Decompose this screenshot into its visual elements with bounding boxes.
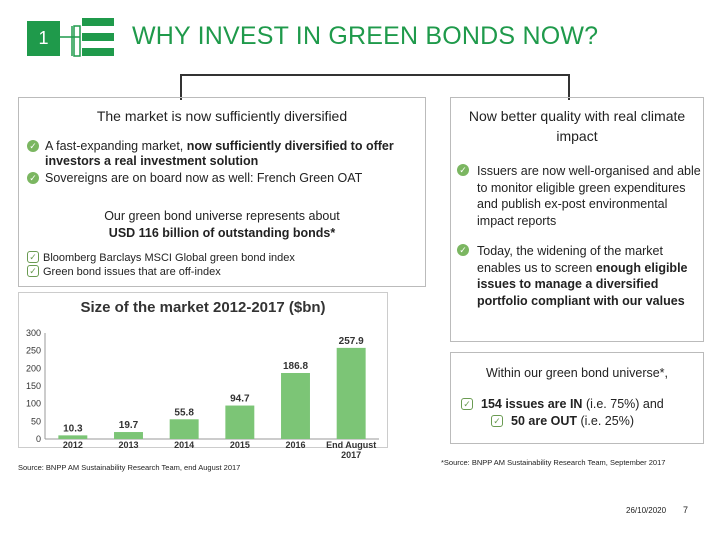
universe-item-rest: (i.e. 75%) and [582, 397, 664, 411]
bar [58, 435, 88, 439]
list-item: ✓ Sovereigns are on board now as well: F… [27, 171, 417, 186]
x-tick-label: 2014 [174, 440, 194, 450]
data-label: 186.8 [283, 361, 308, 372]
check-icon: ✓ [461, 398, 473, 410]
y-tick-label: 50 [31, 416, 41, 426]
x-tick-label: 2013 [118, 440, 138, 450]
check-icon: ✓ [491, 415, 503, 427]
list-item: ✓ 50 are OUT (i.e. 25%) [489, 413, 694, 430]
x-tick-label: 2015 [230, 440, 250, 450]
diversified-bullets: ✓ A fast-expanding market, now sufficien… [27, 139, 417, 188]
list-item: ✓ 154 issues are IN (i.e. 75%) and [459, 396, 664, 413]
universe-item-bold: 50 are OUT [511, 414, 578, 428]
universe-source: *Source: BNPP AM Sustainability Research… [441, 458, 666, 467]
bar [225, 405, 255, 439]
universe-intro: Within our green bond universe*, [485, 366, 669, 380]
index-item-label: Bloomberg Barclays MSCI Global green bon… [43, 252, 295, 264]
page-number: 7 [683, 505, 689, 515]
bullet-text: Sovereigns are on board now as well: Fre… [45, 171, 363, 185]
universe-list: ✓ 154 issues are IN (i.e. 75%) and ✓ 50 ar… [459, 396, 664, 430]
footer-date: 26/10/2020 [626, 506, 667, 515]
globe-bullet-icon: ✓ [457, 164, 469, 176]
data-label: 19.7 [119, 420, 139, 431]
universe-line-1: Our green bond universe represents about [104, 209, 340, 223]
bar [281, 372, 310, 439]
data-label: 257.9 [339, 336, 364, 347]
market-size-chart: Size of the market 2012-2017 ($bn) 0 50 10… [18, 292, 388, 460]
y-tick-label: 300 [26, 328, 41, 338]
universe-size-text: Our green bond universe represents about… [19, 208, 425, 242]
index-item-label: Green bond issues that are off-index [43, 266, 221, 278]
y-tick-label: 250 [26, 346, 41, 356]
universe-item-rest: (i.e. 25%) [577, 414, 634, 428]
index-list: ✓ Bloomberg Barclays MSCI Global green bo… [27, 251, 295, 279]
globe-bullet-icon: ✓ [457, 244, 469, 256]
y-tick-label: 0 [36, 434, 41, 444]
y-tick-label: 150 [26, 381, 41, 391]
quality-bullets: ✓ Issuers are now well-organised and abl… [455, 163, 701, 323]
list-item: ✓ A fast-expanding market, now sufficien… [27, 139, 417, 169]
universe-box: Within our green bond universe*, ✓ 154 is… [450, 352, 704, 444]
diversified-panel: The market is now sufficiently diversifi… [18, 97, 426, 287]
x-tick-label: 2012 [63, 440, 83, 450]
list-item: ✓ Issuers are now well-organised and abl… [455, 163, 701, 229]
bar [114, 432, 143, 439]
universe-item-bold: 154 issues are IN [481, 397, 583, 411]
x-tick-label: End August [326, 440, 376, 450]
bar [336, 347, 366, 439]
check-icon: ✓ [27, 265, 39, 277]
logo-icon [60, 18, 114, 57]
bullet-text: A fast-expanding market, [45, 139, 187, 153]
bar [169, 419, 199, 439]
globe-bullet-icon: ✓ [27, 140, 39, 152]
y-tick-label: 200 [26, 363, 41, 373]
slide-number-badge: 1 [27, 21, 60, 56]
globe-bullet-icon: ✓ [27, 172, 39, 184]
x-tick-label: 2016 [285, 440, 305, 450]
data-label: 55.8 [174, 407, 194, 418]
list-item: ✓ Green bond issues that are off-index [27, 265, 295, 279]
list-item: ✓ Bloomberg Barclays MSCI Global green bo… [27, 251, 295, 265]
diversified-heading: The market is now sufficiently diversifi… [96, 108, 348, 124]
chart-source: Source: BNPP AM Sustainability Research … [18, 463, 241, 472]
list-item: ✓ Today, the widening of the market enab… [455, 243, 701, 309]
x-tick-label: 2017 [341, 450, 361, 460]
bullet-text: Today, the widening of the market enable… [477, 244, 663, 275]
chart-title: Size of the market 2012-2017 ($bn) [80, 299, 326, 316]
quality-panel: Now better quality with real climate imp… [450, 97, 704, 342]
page-title: WHY INVEST IN GREEN BONDS NOW? [132, 22, 599, 50]
bullet-bold-text: enough eligible issues to manage a diver… [477, 260, 688, 308]
title-bracket [180, 74, 570, 100]
quality-heading: Now better quality with real climate imp… [468, 108, 686, 144]
data-label: 94.7 [230, 394, 250, 405]
chart-svg: 0 50 100 150 200 250 300 10.3 2012 19.7 2013 55.8 20… [26, 328, 379, 460]
y-tick-label: 100 [26, 399, 41, 409]
universe-line-2: USD 116 billion of outstanding bonds* [108, 226, 336, 240]
check-icon: ✓ [27, 251, 39, 263]
data-label: 10.3 [63, 423, 83, 434]
bullet-text: Issuers are now well-organised and able … [477, 164, 701, 228]
bullet-bold-text: now sufficiently diversified to offer in… [45, 139, 394, 168]
